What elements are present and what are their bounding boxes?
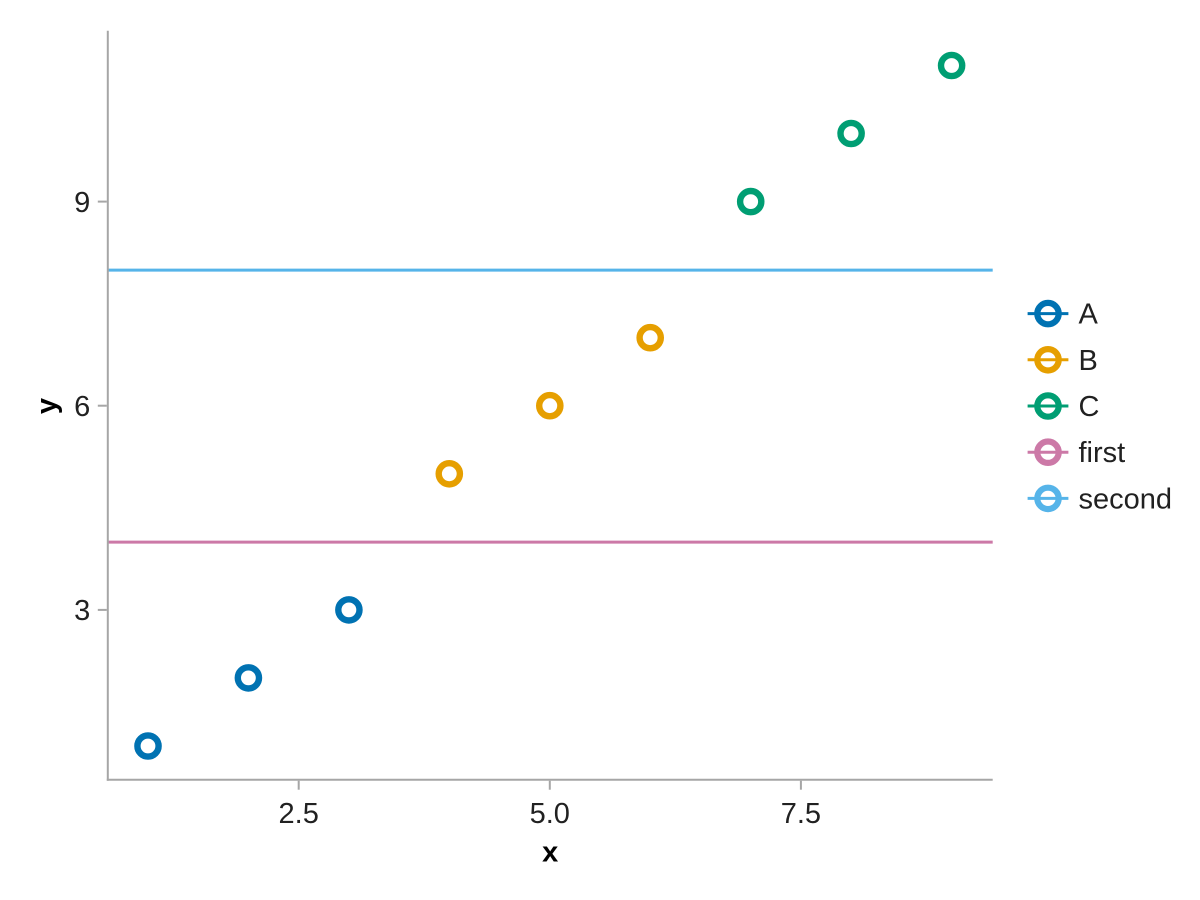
svg-text:y: y	[31, 398, 63, 414]
svg-text:C: C	[1079, 391, 1100, 423]
svg-text:second: second	[1079, 483, 1173, 515]
svg-text:2.5: 2.5	[279, 798, 319, 830]
svg-text:B: B	[1079, 345, 1098, 377]
svg-text:6: 6	[74, 391, 90, 423]
svg-text:5.0: 5.0	[530, 798, 570, 830]
svg-text:x: x	[542, 837, 558, 869]
svg-text:3: 3	[74, 595, 90, 627]
svg-text:7.5: 7.5	[781, 798, 821, 830]
svg-text:first: first	[1079, 437, 1126, 469]
svg-text:A: A	[1079, 299, 1099, 331]
svg-text:9: 9	[74, 187, 90, 219]
